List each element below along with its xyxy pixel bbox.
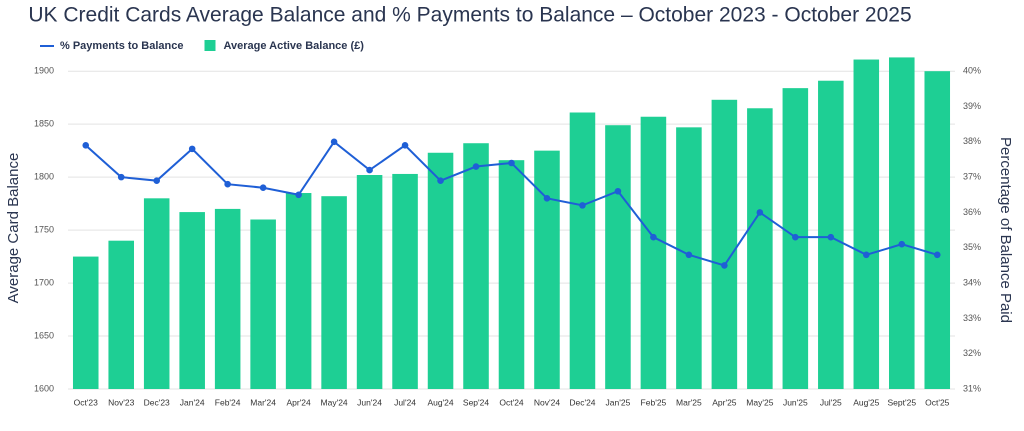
y2-tick-label: 39%	[963, 101, 981, 111]
y2-tick-label: 40%	[963, 66, 981, 76]
line-point	[401, 142, 409, 149]
bar	[605, 125, 631, 389]
y2-tick-label: 37%	[963, 172, 981, 182]
y-axis-label: Average Card Balance	[5, 153, 22, 304]
line-point	[614, 187, 622, 195]
bar	[463, 143, 489, 389]
line-point	[437, 177, 444, 184]
x-tick-label: Oct'23	[74, 397, 99, 407]
bar	[143, 198, 170, 389]
y-tick-label: 1650	[34, 330, 54, 340]
x-tick-label: Jan'24	[180, 397, 205, 407]
bar	[108, 240, 134, 389]
line-point	[933, 251, 941, 259]
bar	[179, 212, 205, 389]
line-point	[330, 138, 338, 146]
line-point	[792, 233, 799, 241]
x-tick-label: Nov'23	[108, 397, 134, 407]
line-point	[827, 233, 835, 241]
x-tick-label: Aug'25	[853, 397, 879, 407]
y-tick-label: 1750	[34, 224, 54, 234]
line-point	[259, 184, 267, 192]
legend-label: Average Active Balance (£)	[224, 40, 365, 52]
x-tick-label: Feb'25	[641, 397, 667, 407]
bar	[214, 208, 241, 389]
bar	[640, 116, 667, 389]
y2-axis-label: Percentage of Balance Paid	[997, 137, 1014, 323]
x-tick-label: Sep'24	[463, 397, 489, 407]
bar	[250, 219, 276, 389]
line-point	[898, 240, 906, 248]
x-tick-label: Mar'24	[250, 397, 276, 407]
y2-tick-label: 34%	[963, 277, 981, 287]
legend-label: % Payments to Balance	[60, 40, 184, 52]
x-tick-label: Jul'25	[820, 397, 842, 407]
chart-title: UK Credit Cards Average Balance and % Pa…	[28, 4, 911, 27]
x-tick-label: Dec'24	[569, 397, 595, 407]
line-point	[366, 166, 373, 174]
line-point	[295, 191, 302, 199]
y-tick-label: 1900	[34, 66, 54, 76]
line-point	[224, 180, 231, 188]
x-tick-label: Apr'25	[712, 397, 737, 407]
bar	[924, 71, 951, 389]
bar	[321, 196, 347, 389]
line-point	[82, 142, 90, 149]
line-point	[756, 209, 764, 216]
bar	[534, 150, 560, 389]
line-point	[543, 195, 551, 202]
x-tick-label: Dec'23	[144, 397, 170, 407]
x-tick-label: Sept'25	[887, 397, 916, 407]
x-tick-label: Aug'24	[427, 397, 453, 407]
bar	[392, 173, 418, 389]
bar	[427, 152, 454, 389]
bar	[285, 193, 312, 389]
bar	[356, 175, 383, 389]
y2-tick-label: 33%	[963, 313, 981, 323]
y2-tick-label: 36%	[963, 207, 981, 217]
bar	[569, 112, 596, 390]
bar	[711, 99, 738, 390]
line-point	[685, 251, 693, 259]
bar	[498, 160, 525, 389]
x-tick-label: Jul'24	[394, 397, 416, 407]
x-tick-label: Apr'24	[286, 397, 311, 407]
y2-tick-label: 38%	[963, 136, 981, 146]
x-tick-label: Oct'24	[499, 397, 524, 407]
y-tick-label: 1600	[34, 383, 54, 393]
x-tick-label: Jun'24	[357, 397, 382, 407]
y2-tick-label: 35%	[963, 242, 981, 252]
legend-swatch	[204, 40, 216, 51]
x-tick-label: Jun'25	[783, 397, 808, 407]
line-point	[188, 145, 196, 153]
bar	[72, 256, 99, 389]
line-point	[153, 177, 160, 184]
line-point	[579, 202, 586, 209]
line-point	[508, 159, 515, 167]
bar	[747, 108, 773, 389]
x-tick-label: May'25	[746, 397, 773, 407]
x-tick-label: May'24	[321, 397, 348, 407]
x-tick-label: Mar'25	[676, 397, 702, 407]
line-point	[863, 251, 870, 259]
line-point	[472, 163, 480, 170]
y2-tick-label: 32%	[963, 348, 981, 358]
x-tick-label: Jan'25	[606, 397, 631, 407]
y-tick-label: 1850	[34, 119, 54, 129]
y-tick-label: 1700	[34, 277, 54, 287]
y-tick-label: 1800	[34, 172, 54, 182]
line-point	[117, 173, 125, 181]
line-point	[721, 262, 728, 269]
line-point	[650, 233, 657, 241]
bar	[889, 57, 915, 390]
y2-tick-label: 31%	[963, 383, 981, 393]
x-tick-label: Oct'25	[925, 397, 950, 407]
x-tick-label: Feb'24	[215, 397, 241, 407]
x-tick-label: Nov'24	[534, 397, 560, 407]
bar	[853, 59, 880, 390]
